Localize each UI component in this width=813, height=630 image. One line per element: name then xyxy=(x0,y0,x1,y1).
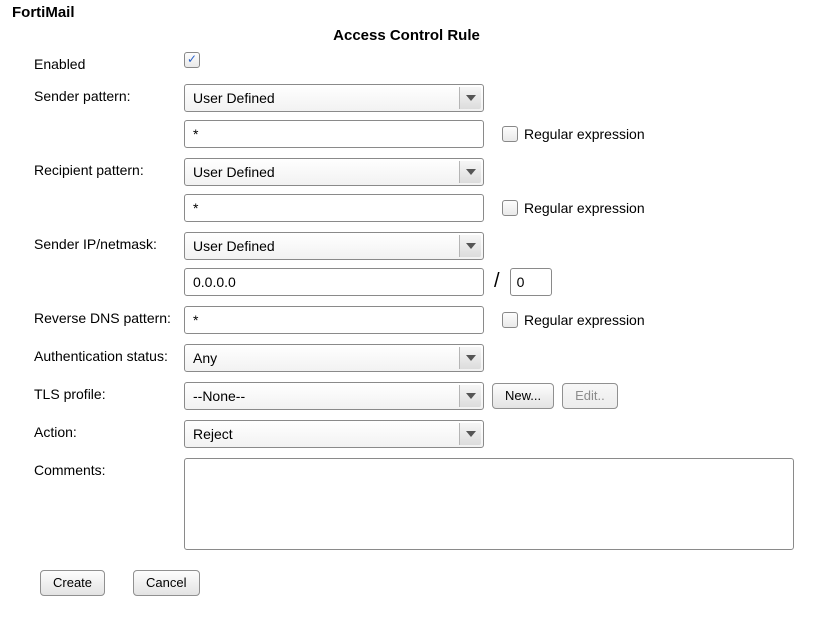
reverse-dns-label: Reverse DNS pattern: xyxy=(34,306,184,328)
reverse-dns-regex-checkbox[interactable] xyxy=(502,312,518,328)
tls-profile-label: TLS profile: xyxy=(34,382,184,404)
action-select[interactable]: Reject xyxy=(184,420,484,448)
reverse-dns-input[interactable] xyxy=(184,306,484,334)
tls-profile-select-value: --None-- xyxy=(193,388,245,404)
new-button[interactable]: New... xyxy=(492,383,554,409)
auth-status-label: Authentication status: xyxy=(34,344,184,366)
recipient-pattern-input[interactable] xyxy=(184,194,484,222)
access-control-form: Enabled Sender pattern: User Defined Reg… xyxy=(12,52,801,550)
sender-pattern-label: Sender pattern: xyxy=(34,84,184,106)
recipient-pattern-regex-checkbox[interactable] xyxy=(502,200,518,216)
enabled-checkbox[interactable] xyxy=(184,52,200,68)
product-title: FortiMail xyxy=(12,4,801,21)
chevron-down-icon xyxy=(459,161,481,183)
cancel-button[interactable]: Cancel xyxy=(133,570,199,596)
comments-textarea[interactable] xyxy=(184,458,794,550)
chevron-down-icon xyxy=(459,347,481,369)
create-button[interactable]: Create xyxy=(40,570,105,596)
page-title: Access Control Rule xyxy=(12,27,801,44)
sender-ip-select[interactable]: User Defined xyxy=(184,232,484,260)
recipient-pattern-regex-label: Regular expression xyxy=(524,200,645,216)
sender-ip-label: Sender IP/netmask: xyxy=(34,232,184,254)
action-select-value: Reject xyxy=(193,426,233,442)
sender-pattern-regex-label: Regular expression xyxy=(524,126,645,142)
reverse-dns-regex-label: Regular expression xyxy=(524,312,645,328)
recipient-pattern-label: Recipient pattern: xyxy=(34,158,184,180)
sender-pattern-select-value: User Defined xyxy=(193,90,275,106)
chevron-down-icon xyxy=(459,423,481,445)
sender-pattern-input[interactable] xyxy=(184,120,484,148)
comments-label: Comments: xyxy=(34,458,184,480)
sender-ip-select-value: User Defined xyxy=(193,238,275,254)
chevron-down-icon xyxy=(459,385,481,407)
recipient-pattern-select-value: User Defined xyxy=(193,164,275,180)
action-label: Action: xyxy=(34,420,184,442)
edit-button: Edit.. xyxy=(562,383,618,409)
sender-pattern-select[interactable]: User Defined xyxy=(184,84,484,112)
sender-ip-input[interactable] xyxy=(184,268,484,296)
sender-netmask-input[interactable] xyxy=(510,268,552,296)
sender-pattern-regex-checkbox[interactable] xyxy=(502,126,518,142)
chevron-down-icon xyxy=(459,87,481,109)
enabled-label: Enabled xyxy=(34,52,184,74)
auth-status-select[interactable]: Any xyxy=(184,344,484,372)
chevron-down-icon xyxy=(459,235,481,257)
auth-status-select-value: Any xyxy=(193,350,217,366)
recipient-pattern-select[interactable]: User Defined xyxy=(184,158,484,186)
footer-buttons: Create Cancel xyxy=(12,570,801,596)
netmask-separator: / xyxy=(492,270,502,293)
tls-profile-select[interactable]: --None-- xyxy=(184,382,484,410)
